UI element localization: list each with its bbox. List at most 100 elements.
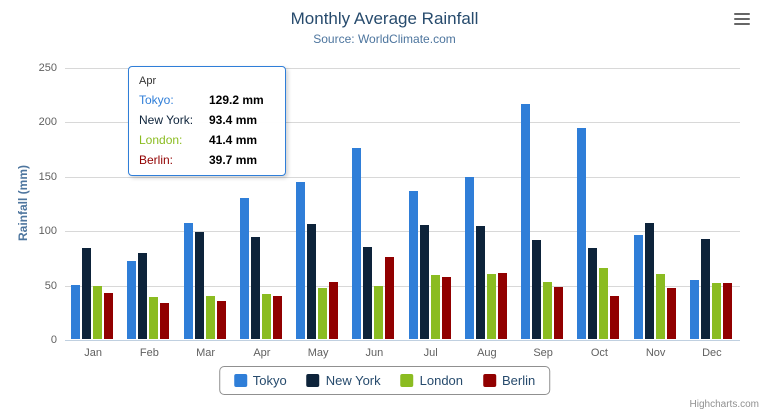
bar-berlin-aug[interactable] [497, 273, 507, 339]
x-axis-category-label: Feb [139, 347, 159, 359]
tooltip-value: 93.4 mm [209, 113, 258, 127]
bar-london-apr[interactable] [261, 293, 271, 339]
bar-new-york-dec[interactable] [700, 238, 710, 339]
bar-tokyo-sep[interactable] [521, 103, 531, 339]
bar-berlin-dec[interactable] [722, 283, 732, 339]
bar-new-york-jun[interactable] [363, 247, 373, 339]
bar-new-york-sep[interactable] [532, 239, 542, 339]
y-gridline [65, 122, 740, 124]
bar-london-may[interactable] [318, 287, 328, 339]
plot-area [65, 68, 740, 341]
chart-title: Monthly Average Rainfall [290, 9, 479, 28]
legend-item-new-york[interactable]: New York [306, 373, 381, 388]
y-axis-tick-label: 100 [38, 225, 57, 238]
legend-label: Berlin [502, 373, 536, 388]
y-axis-tick-label: 150 [38, 170, 57, 183]
hamburger-line [734, 18, 750, 20]
bar-berlin-jun[interactable] [385, 256, 395, 339]
bar-berlin-nov[interactable] [666, 288, 676, 339]
bar-berlin-jan[interactable] [104, 292, 114, 339]
bar-new-york-feb[interactable] [138, 253, 148, 339]
bar-new-york-may[interactable] [307, 223, 317, 339]
tooltip-row: Berlin: 39.7 mm [139, 153, 275, 167]
y-gridline [65, 231, 740, 233]
y-gridline [65, 176, 740, 178]
x-axis-category-label: Jun [365, 347, 384, 359]
legend-item-tokyo[interactable]: Tokyo [233, 373, 287, 388]
bar-london-jul[interactable] [430, 274, 440, 339]
bar-new-york-mar[interactable] [194, 231, 204, 339]
x-axis-category-label: Sep [533, 347, 553, 359]
legend-swatch [400, 374, 414, 387]
legend-swatch [306, 374, 320, 387]
y-gridline [65, 68, 740, 69]
y-axis-tick-label: 0 [50, 334, 57, 346]
legend-label: London [419, 373, 464, 388]
bar-london-jan[interactable] [93, 285, 103, 339]
bar-berlin-apr[interactable] [272, 295, 282, 339]
bar-tokyo-jul[interactable] [408, 191, 418, 339]
bar-new-york-aug[interactable] [475, 225, 485, 339]
x-axis-category-label: Oct [590, 347, 608, 359]
bar-berlin-feb[interactable] [160, 302, 170, 339]
y-gridline [65, 285, 740, 287]
bar-new-york-apr[interactable] [250, 237, 260, 339]
bar-new-york-nov[interactable] [644, 223, 654, 339]
tooltip-row: New York: 93.4 mm [139, 113, 275, 127]
bar-london-aug[interactable] [486, 274, 496, 339]
bar-london-nov[interactable] [655, 274, 665, 339]
legend-label: Tokyo [252, 373, 287, 388]
credits-link[interactable]: Highcharts.com [689, 399, 759, 410]
hamburger-menu-icon[interactable] [734, 13, 750, 25]
tooltip-series-label: London: [139, 133, 183, 147]
bar-london-jun[interactable] [374, 286, 384, 339]
bar-london-mar[interactable] [205, 296, 215, 339]
bar-berlin-may[interactable] [329, 281, 339, 339]
x-axis-category-label: Jan [84, 347, 102, 359]
tooltip-series-label: Tokyo: [139, 93, 174, 107]
legend-item-london[interactable]: London [400, 373, 464, 388]
bar-tokyo-may[interactable] [296, 182, 306, 339]
x-axis-category-label: Nov [645, 347, 666, 359]
bar-tokyo-oct[interactable] [577, 127, 587, 339]
y-axis-tick-label: 50 [44, 279, 57, 292]
bar-london-oct[interactable] [599, 268, 609, 339]
legend: Tokyo New York London Berlin [218, 366, 551, 395]
bar-tokyo-jun[interactable] [352, 147, 362, 339]
bar-tokyo-aug[interactable] [464, 177, 474, 339]
bar-tokyo-nov[interactable] [633, 235, 643, 339]
tooltip-value: 39.7 mm [209, 153, 258, 167]
y-axis-title: Rainfall (mm) [16, 165, 30, 242]
bar-berlin-sep[interactable] [554, 287, 564, 339]
hamburger-line [734, 23, 750, 25]
x-axis-category-label: May [307, 347, 329, 359]
bar-tokyo-jan[interactable] [71, 284, 81, 339]
tooltip-value: 41.4 mm [209, 133, 258, 147]
tooltip-value: 129.2 mm [209, 93, 264, 107]
bar-new-york-oct[interactable] [588, 248, 598, 339]
tooltip-series-label: New York: [139, 113, 194, 127]
bar-new-york-jan[interactable] [82, 248, 92, 339]
x-axis-category-label: Aug [477, 347, 497, 359]
chart-subtitle: Source: WorldClimate.com [313, 32, 456, 46]
tooltip-row: Tokyo: 129.2 mm [139, 93, 275, 107]
tooltip-rows: Tokyo: 129.2 mm New York: 93.4 mm London: 41.… [139, 93, 275, 167]
bar-london-sep[interactable] [543, 282, 553, 339]
bar-berlin-jul[interactable] [441, 276, 451, 339]
bar-london-dec[interactable] [711, 283, 721, 339]
bar-london-feb[interactable] [149, 296, 159, 339]
bar-berlin-mar[interactable] [216, 301, 226, 339]
bar-berlin-oct[interactable] [610, 296, 620, 339]
bar-tokyo-dec[interactable] [689, 279, 699, 339]
x-axis-category-label: Mar [196, 347, 216, 359]
bar-tokyo-mar[interactable] [183, 223, 193, 339]
bar-tokyo-apr[interactable] [239, 198, 249, 339]
legend-item-berlin[interactable]: Berlin [483, 373, 535, 388]
hamburger-line [734, 13, 750, 15]
bar-new-york-jul[interactable] [419, 224, 429, 339]
x-axis-category-label: Jul [423, 347, 438, 359]
tooltip-series-label: Berlin: [139, 153, 174, 167]
bar-tokyo-feb[interactable] [127, 261, 137, 339]
tooltip: Apr Tokyo: 129.2 mm New York: 93.4 mm London… [128, 66, 286, 176]
